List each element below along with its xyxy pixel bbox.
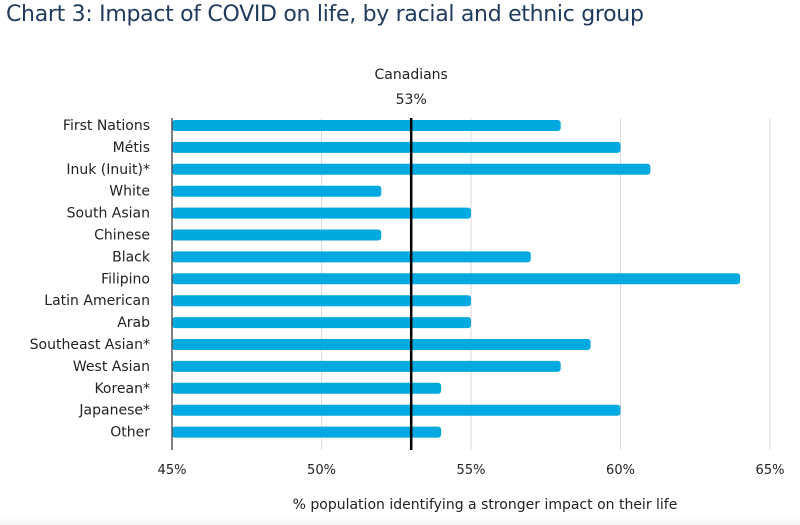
bar — [172, 251, 531, 263]
category-label: First Nations — [63, 118, 150, 134]
bar — [172, 404, 621, 416]
bar — [172, 339, 591, 350]
category-label: White — [109, 184, 150, 200]
category-labels: First Nations Métis Inuk (Inuit)* White Sout… — [30, 118, 151, 441]
x-tick-label: 60% — [606, 463, 635, 478]
category-label: Latin American — [44, 293, 150, 309]
bar — [172, 360, 561, 372]
category-label: Filipino — [101, 271, 150, 287]
bar — [172, 229, 382, 241]
bar — [172, 185, 382, 197]
category-label: Black — [112, 249, 151, 265]
bar — [172, 426, 442, 438]
category-label: Other — [110, 425, 150, 441]
x-tick-label: 65% — [756, 463, 785, 478]
bar — [172, 207, 471, 219]
bar — [172, 382, 442, 394]
category-label: South Asian — [67, 206, 150, 222]
category-label: Southeast Asian* — [30, 337, 150, 353]
category-label: Inuk (Inuit)* — [66, 162, 150, 178]
category-label: Korean* — [94, 381, 150, 397]
bar — [172, 141, 621, 153]
bottom-fade — [0, 515, 800, 525]
bar — [172, 273, 741, 285]
x-tick-label: 55% — [457, 463, 486, 478]
bar — [172, 120, 561, 131]
category-label: Métis — [113, 140, 150, 156]
x-tick-label: 45% — [158, 463, 187, 478]
x-axis-title: % population identifying a stronger impa… — [293, 497, 678, 513]
category-label: Arab — [117, 315, 150, 331]
category-label: Japanese* — [78, 403, 150, 419]
x-tick-labels: 45% 50% 55% 60% 65% — [158, 463, 785, 478]
category-label: West Asian — [73, 359, 150, 375]
x-tick-label: 50% — [307, 463, 336, 478]
reference-value-label: 53% — [396, 92, 427, 108]
bar — [172, 295, 471, 307]
chart-title: Chart 3: Impact of COVID on life, by rac… — [6, 2, 644, 27]
bar — [172, 317, 471, 329]
category-label: Chinese — [94, 228, 150, 244]
reference-label: Canadians — [375, 67, 448, 83]
bars — [172, 120, 741, 438]
